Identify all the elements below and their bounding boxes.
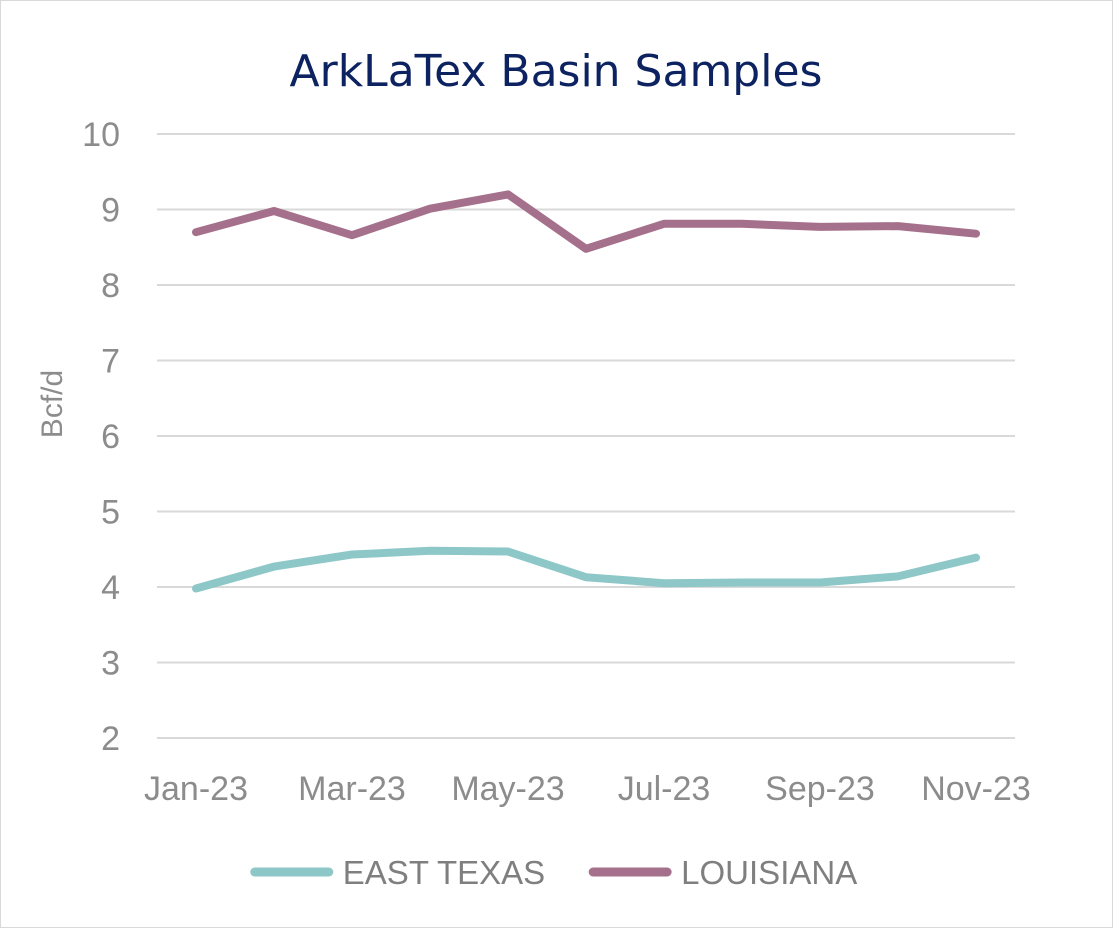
y-tick-label: 10: [82, 116, 120, 154]
y-tick-label: 3: [101, 645, 120, 683]
x-tick-label: Jul-23: [618, 770, 711, 808]
x-tick-label: May-23: [451, 770, 564, 808]
x-axis-ticks: Jan-23 Mar-23 May-23 Jul-23 Sep-23 Nov-23: [144, 770, 1031, 808]
x-tick-label: Mar-23: [298, 770, 406, 808]
x-tick-label: Jan-23: [144, 770, 248, 808]
legend-label-louisiana: LOUISIANA: [681, 854, 857, 891]
legend-label-east-texas: EAST TEXAS: [343, 854, 545, 891]
y-axis-label: Bcf/d: [36, 370, 69, 438]
y-tick-label: 7: [101, 343, 120, 381]
y-tick-label: 6: [101, 418, 120, 456]
series-line-east-texas: [192, 546, 980, 593]
y-tick-label: 5: [101, 494, 120, 532]
chart-title: ArkLaTex Basin Samples: [290, 46, 823, 97]
y-axis-ticks: 2 3 4 5 6 7 8 9 10: [82, 116, 120, 758]
series-lines: [192, 190, 980, 593]
gridlines: [157, 133, 1015, 739]
legend: EAST TEXAS LOUISIANA: [250, 854, 857, 891]
y-tick-label: 4: [101, 569, 120, 607]
series-line-louisiana: [192, 190, 980, 253]
x-tick-label: Sep-23: [765, 770, 875, 808]
y-tick-label: 2: [101, 720, 120, 758]
y-tick-label: 8: [101, 267, 120, 305]
y-tick-label: 9: [101, 192, 120, 230]
x-tick-label: Nov-23: [921, 770, 1031, 808]
